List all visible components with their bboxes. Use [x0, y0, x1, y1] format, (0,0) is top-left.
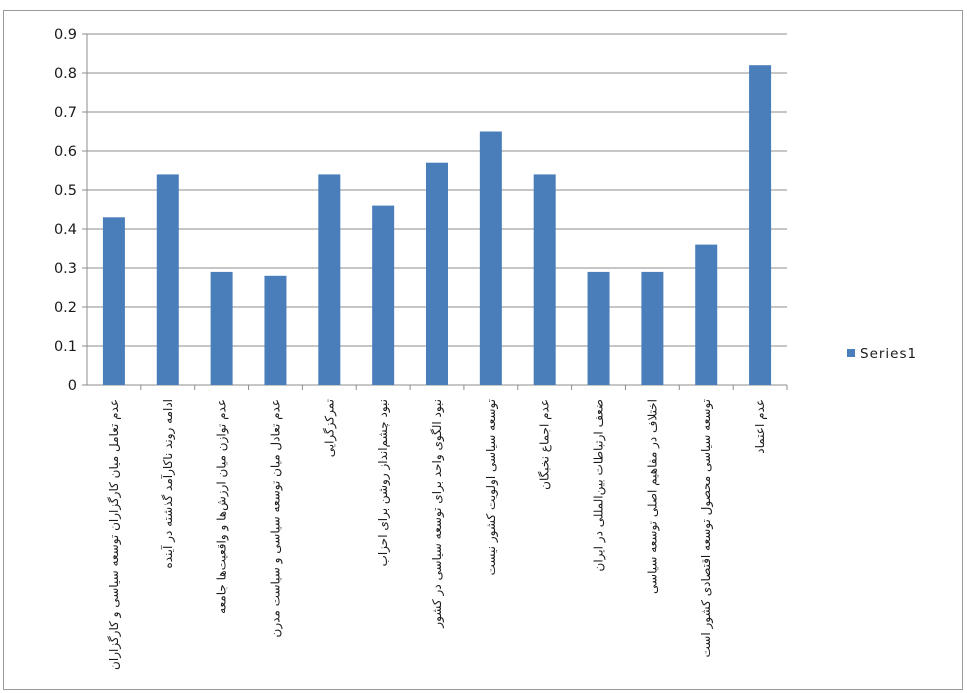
y-tick-label: 0.8	[54, 66, 77, 82]
x-axis-labels: عدم تعامل میان کارگزاران توسعه سیاسی و ک…	[107, 399, 767, 670]
bar	[156, 174, 179, 385]
bar	[426, 162, 448, 385]
x-category-label: نبود الگوی واحد برای توسعه سیاسی در کشور	[430, 399, 445, 629]
legend: Series1	[847, 346, 917, 362]
x-category-label: عدم اعتماد	[753, 399, 767, 454]
x-category-label: ادامه روند ناکارآمد گذشته در آینده	[160, 399, 176, 569]
x-category-label: عدم تعامل میان کارگزاران توسعه سیاسی و ک…	[107, 399, 122, 670]
legend-swatch	[847, 349, 855, 357]
x-category-label: عدم اجماع نخبگان	[538, 399, 552, 490]
y-tick-label: 0.5	[54, 183, 77, 199]
x-category-label: اختلاف در مفاهیم اصلی توسعه سیاسی	[645, 399, 660, 594]
bars	[102, 65, 772, 385]
y-tick-label: 0.4	[54, 222, 77, 238]
y-tick-label: 0.7	[54, 105, 77, 121]
bar	[695, 244, 718, 385]
bar	[318, 174, 341, 385]
bar	[102, 217, 125, 385]
x-category-label: ضعف ارتباطات بین‌المللی در ایران	[592, 399, 607, 571]
y-axis-ticks: 0 0.1 0.2 0.3 0.4 0.5 0.6 0.7 0.8 0.9	[54, 27, 87, 394]
x-category-label: تمرکزگرایی	[322, 399, 337, 457]
bar	[533, 174, 556, 385]
y-tick-label: 0.3	[54, 261, 77, 277]
bar	[749, 65, 772, 385]
bar	[372, 205, 395, 385]
y-tick-label: 0.2	[54, 300, 77, 316]
x-category-label: عدم تعادل میان توسعه سیاسی و سیاست مدرن	[268, 399, 283, 637]
bar	[264, 275, 287, 385]
y-tick-label: 0.9	[54, 27, 77, 43]
x-category-label: توسعه سیاسی محصول توسعه اقتصادی کشور است	[699, 399, 714, 657]
chart-frame: 0 0.1 0.2 0.3 0.4 0.5 0.6 0.7 0.8 0.9 عدم تعامل م…	[3, 10, 963, 690]
legend-label: Series1	[860, 346, 917, 362]
bar	[641, 271, 664, 385]
y-tick-label: 0.1	[54, 339, 77, 355]
bar	[210, 271, 233, 385]
bar-chart: 0 0.1 0.2 0.3 0.4 0.5 0.6 0.7 0.8 0.9 عدم تعامل م…	[54, 27, 917, 670]
x-category-label: نبود چشم‌انداز روشن برای احزاب	[376, 399, 391, 566]
y-tick-label: 0	[68, 378, 77, 394]
bar	[587, 271, 610, 385]
bar	[479, 131, 502, 385]
x-category-label: عدم توازن میان ارزش‌ها و واقعیت‌ها جامعه	[215, 399, 230, 614]
x-category-label: توسعه سیاسی اولویت کشور نیست	[484, 399, 499, 575]
y-tick-label: 0.6	[54, 144, 77, 160]
